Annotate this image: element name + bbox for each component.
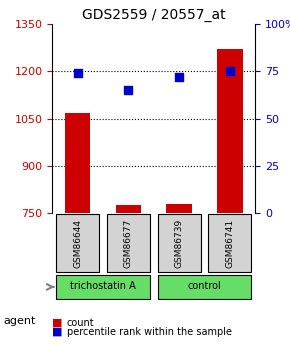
FancyBboxPatch shape — [56, 214, 99, 273]
Text: trichostatin A: trichostatin A — [70, 282, 136, 292]
Bar — [217, 49, 242, 213]
FancyBboxPatch shape — [157, 214, 201, 273]
Text: count: count — [67, 318, 94, 327]
Text: ■: ■ — [52, 318, 63, 327]
Text: GSM86677: GSM86677 — [124, 219, 133, 268]
Text: control: control — [188, 282, 221, 292]
Text: agent: agent — [3, 316, 35, 326]
Text: GSM86644: GSM86644 — [73, 219, 82, 268]
FancyBboxPatch shape — [56, 275, 150, 299]
Point — [75, 70, 80, 76]
Bar — [166, 204, 192, 213]
FancyBboxPatch shape — [157, 275, 251, 299]
FancyBboxPatch shape — [107, 214, 150, 273]
Title: GDS2559 / 20557_at: GDS2559 / 20557_at — [82, 8, 226, 22]
FancyBboxPatch shape — [208, 214, 251, 273]
Bar — [116, 205, 141, 213]
Point — [227, 69, 232, 74]
Text: ■: ■ — [52, 327, 63, 337]
Text: percentile rank within the sample: percentile rank within the sample — [67, 327, 232, 337]
Text: GSM86739: GSM86739 — [175, 219, 184, 268]
Text: GSM86741: GSM86741 — [225, 219, 234, 268]
Point — [177, 74, 182, 80]
Point — [126, 88, 130, 93]
Bar — [65, 113, 90, 213]
